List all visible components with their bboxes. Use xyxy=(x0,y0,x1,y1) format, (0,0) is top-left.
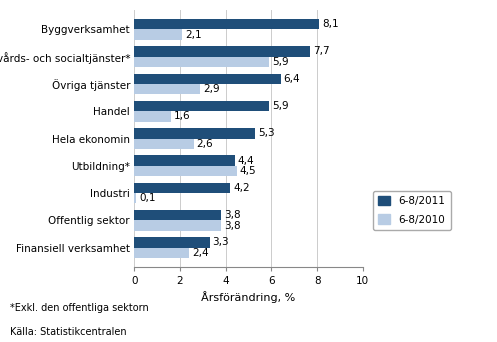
Text: 2,6: 2,6 xyxy=(196,139,213,149)
Bar xyxy=(134,248,189,258)
Text: Källa: Statistikcentralen: Källa: Statistikcentralen xyxy=(10,327,127,337)
Bar xyxy=(134,155,235,166)
Bar xyxy=(134,139,194,149)
Bar xyxy=(134,46,310,57)
Text: 6,4: 6,4 xyxy=(283,74,300,84)
Text: 2,1: 2,1 xyxy=(185,29,202,40)
X-axis label: Årsförändring, %: Årsförändring, % xyxy=(201,291,296,303)
Bar xyxy=(134,29,182,40)
Bar xyxy=(134,193,137,203)
Bar xyxy=(134,57,269,67)
Text: 3,8: 3,8 xyxy=(224,210,241,220)
Text: 2,9: 2,9 xyxy=(203,84,220,94)
Bar xyxy=(134,237,210,248)
Text: *Exkl. den offentliga sektorn: *Exkl. den offentliga sektorn xyxy=(10,303,149,313)
Bar xyxy=(134,74,280,84)
Text: 5,9: 5,9 xyxy=(272,57,288,67)
Bar xyxy=(134,84,200,94)
Text: 4,2: 4,2 xyxy=(233,183,249,193)
Text: 4,5: 4,5 xyxy=(240,166,256,176)
Text: 2,4: 2,4 xyxy=(192,248,208,258)
Text: 0,1: 0,1 xyxy=(139,193,156,203)
Text: 7,7: 7,7 xyxy=(313,47,330,56)
Text: 3,8: 3,8 xyxy=(224,221,241,231)
Bar xyxy=(134,101,269,111)
Text: 3,3: 3,3 xyxy=(212,237,229,248)
Text: 1,6: 1,6 xyxy=(173,111,190,121)
Text: 4,4: 4,4 xyxy=(238,156,254,166)
Text: 8,1: 8,1 xyxy=(322,19,339,29)
Legend: 6-8/2011, 6-8/2010: 6-8/2011, 6-8/2010 xyxy=(373,191,451,230)
Text: 5,9: 5,9 xyxy=(272,101,288,111)
Bar xyxy=(134,111,171,122)
Bar xyxy=(134,166,237,176)
Bar xyxy=(134,183,230,193)
Bar xyxy=(134,128,255,139)
Bar xyxy=(134,19,320,29)
Text: 5,3: 5,3 xyxy=(258,128,275,138)
Bar xyxy=(134,210,221,220)
Bar xyxy=(134,220,221,231)
